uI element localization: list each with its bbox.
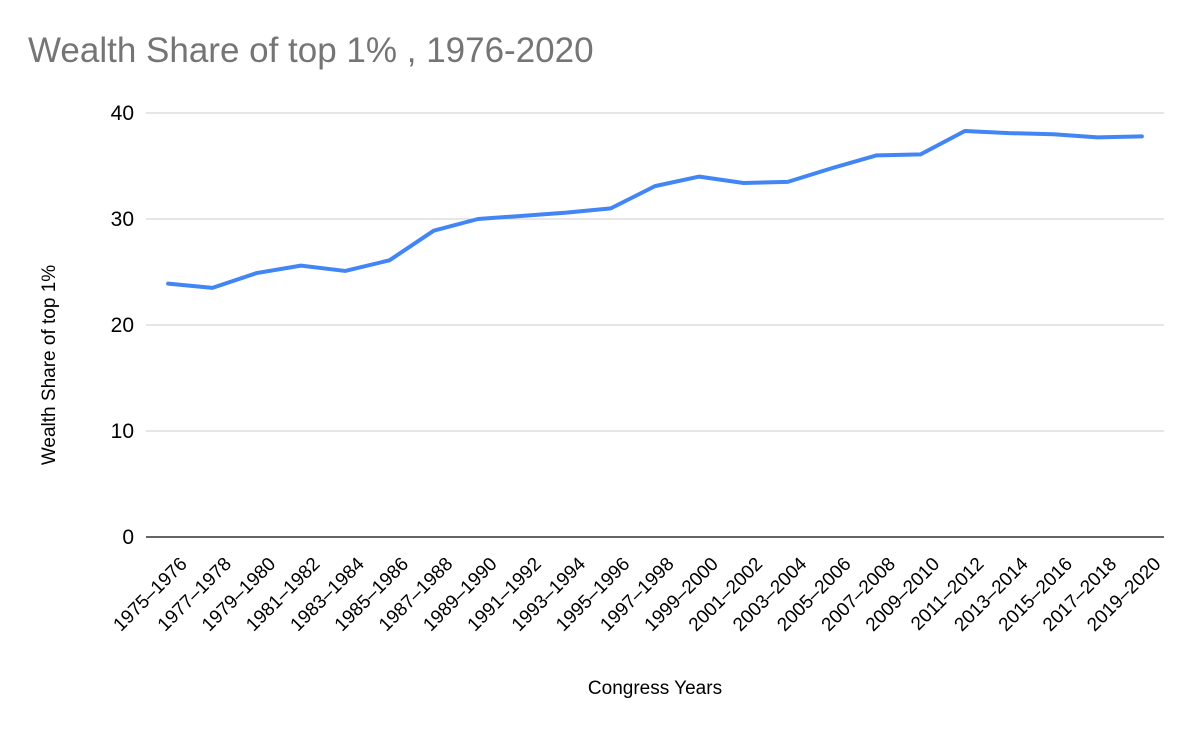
y-axis-tick-label: 20 (111, 314, 134, 337)
data-series-line (166, 129, 1144, 290)
y-axis-tick-label: 10 (111, 420, 134, 443)
y-axis-tick-label: 30 (111, 208, 134, 231)
y-axis-tick-label: 40 (111, 102, 134, 125)
y-axis-tick-label: 0 (122, 526, 134, 549)
chart-title: Wealth Share of top 1% , 1976-2020 (28, 31, 594, 70)
x-axis-title: Congress Years (587, 678, 723, 699)
